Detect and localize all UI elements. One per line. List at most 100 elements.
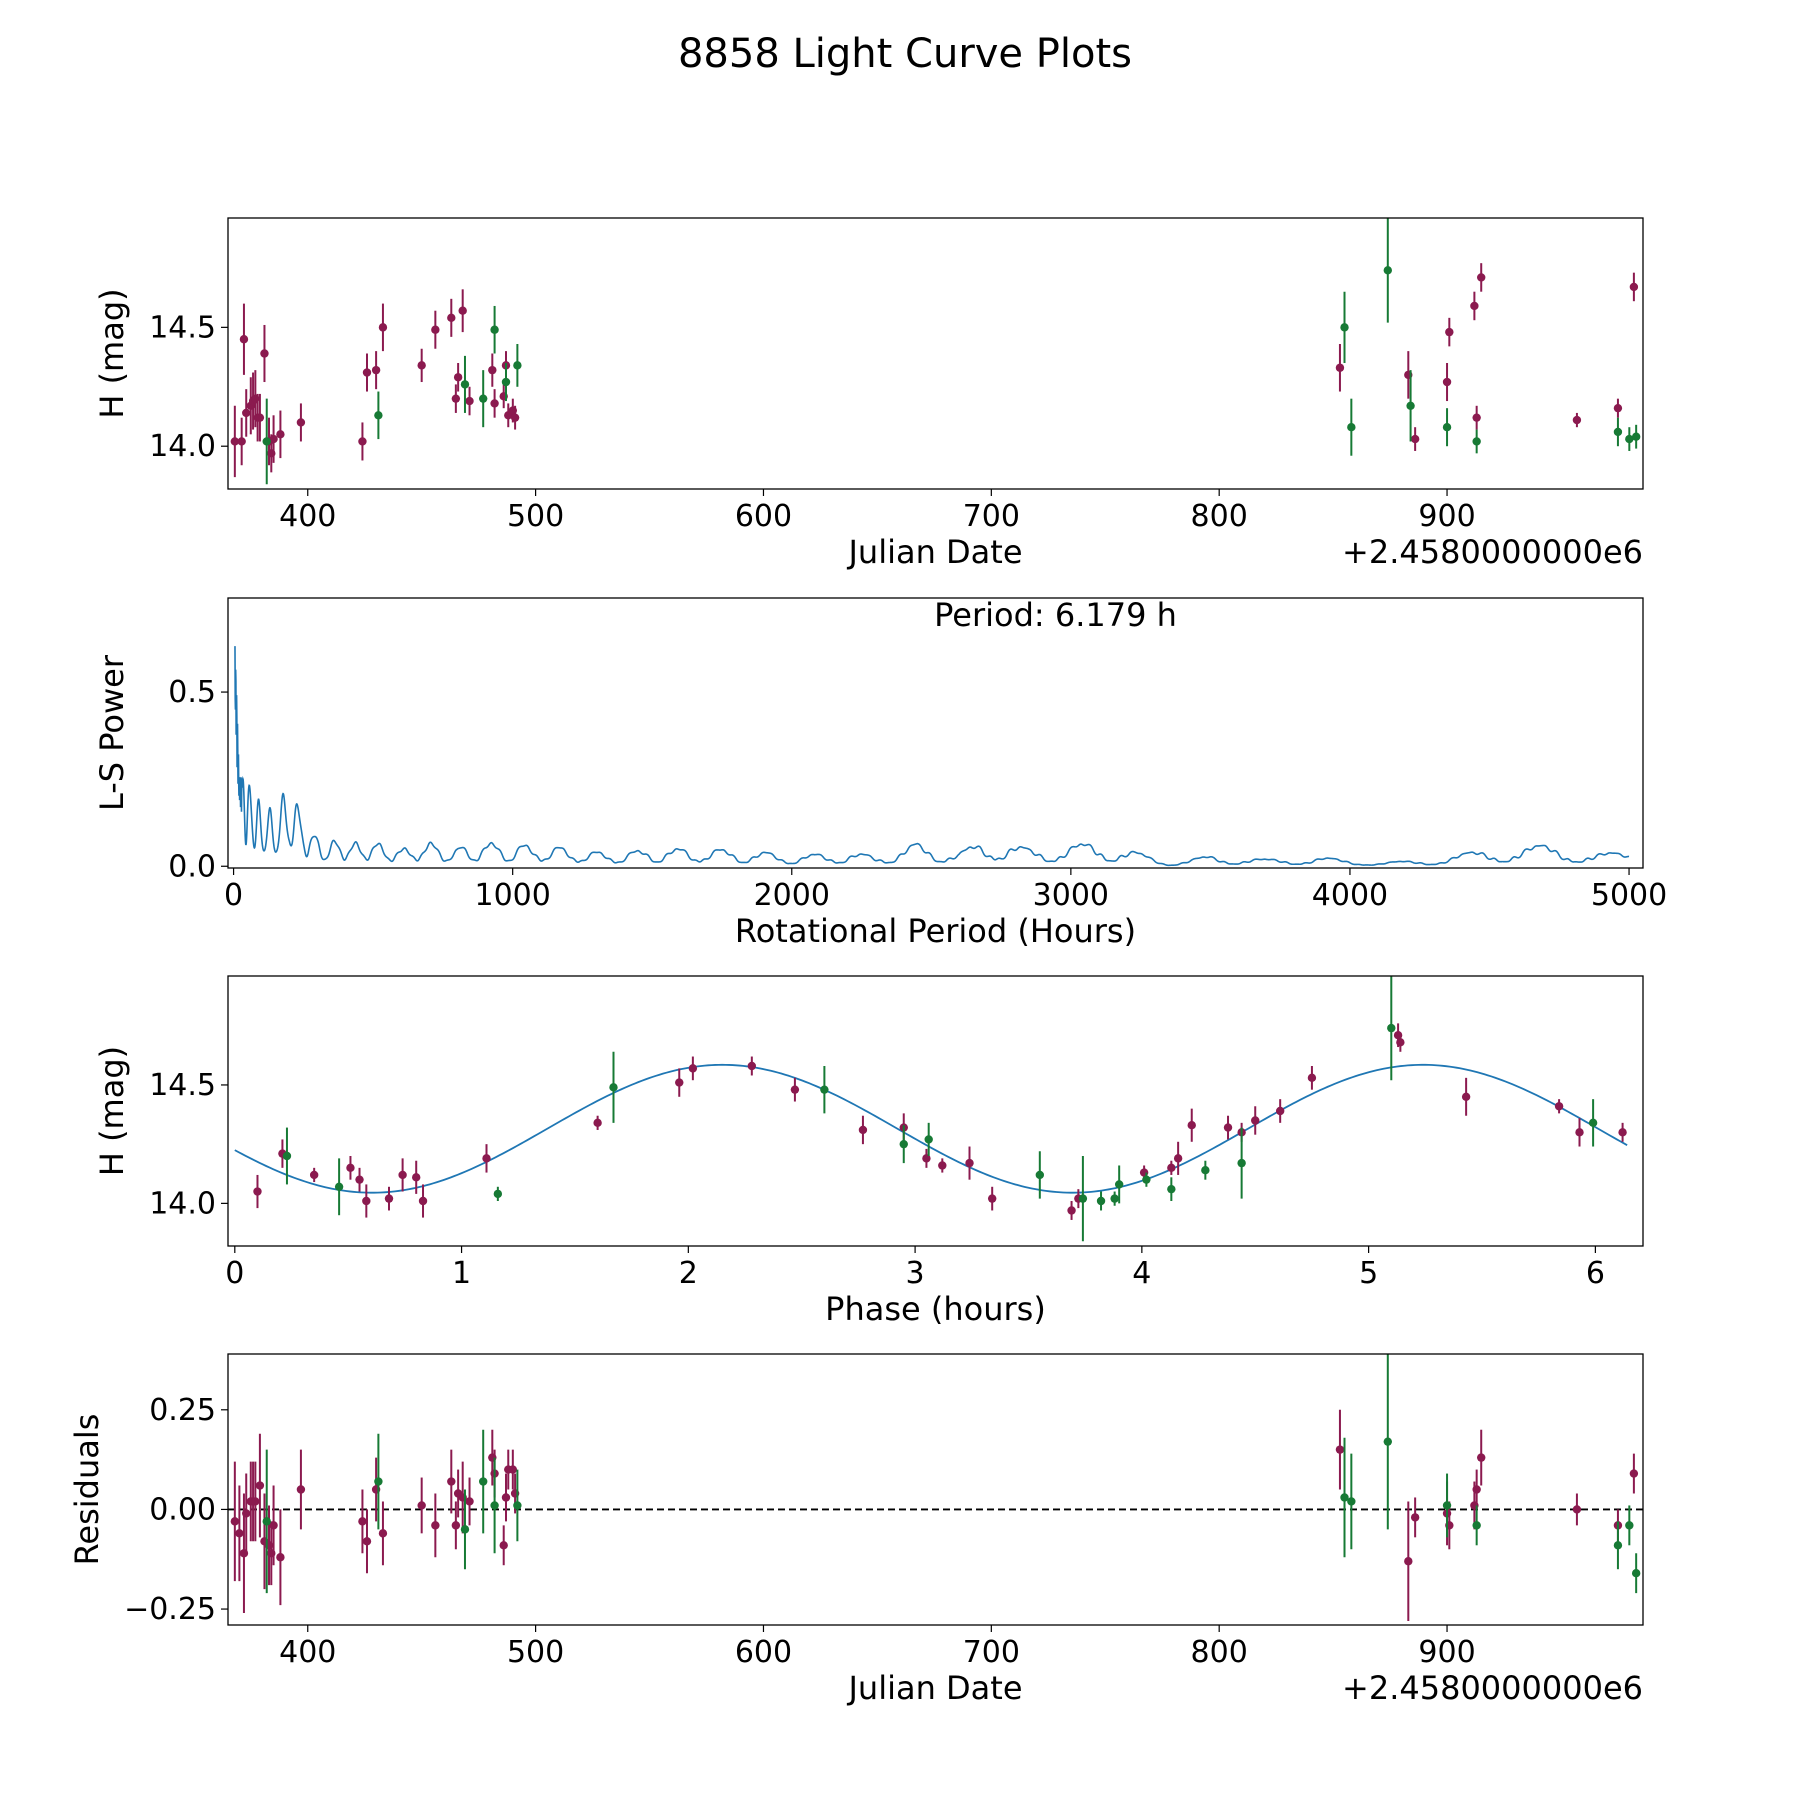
data-point (510, 413, 520, 422)
data-point (1251, 1116, 1260, 1125)
x-tick-label: 600 (735, 499, 792, 534)
x-tick-label: 700 (963, 1635, 1020, 1670)
data-point (1347, 422, 1356, 432)
y-tick-label: 0.0 (168, 849, 216, 884)
x-tick-label: 400 (279, 499, 336, 534)
data-point (1613, 1541, 1623, 1550)
data-point (1114, 1180, 1124, 1189)
data-point (675, 1078, 684, 1087)
data-point (1575, 1128, 1584, 1137)
x-tick-label: 2 (679, 1256, 698, 1291)
data-point (1396, 1038, 1405, 1047)
y-tick-label: 0.00 (149, 1492, 216, 1527)
x-tick-label: 600 (735, 1635, 792, 1670)
data-point (309, 1170, 319, 1180)
data-point (453, 373, 463, 382)
series-filter_a (230, 1409, 1651, 1622)
y-tick-label: 14.5 (149, 1068, 216, 1103)
data-point (1646, 1537, 1654, 1545)
data-point (269, 434, 278, 444)
data-point (1643, 1501, 1651, 1509)
x-tick-label: 700 (963, 499, 1020, 534)
data-point (1035, 1170, 1045, 1180)
data-point (1307, 1073, 1317, 1083)
data-point (820, 1085, 829, 1094)
series-filter_a (253, 1023, 1627, 1220)
data-point (447, 313, 456, 323)
y-tick-label: 14.5 (149, 310, 216, 345)
data-point (1445, 327, 1454, 337)
x-axis-label: Rotational Period (Hours) (735, 912, 1136, 950)
data-point (296, 418, 306, 427)
plot-area (234, 976, 1628, 1242)
x-tick-label: 4000 (1312, 878, 1388, 913)
y-axis-label: Residuals (68, 1414, 106, 1566)
data-point (965, 1158, 974, 1168)
data-point (262, 437, 271, 446)
panel-periodogram: 0 1000 2000 3000 4000 5000 0.0 0.5 Rotational Pe… (93, 596, 1667, 950)
data-point (239, 335, 249, 344)
x-axis-label: Julian Date (846, 533, 1022, 571)
data-point (790, 1085, 800, 1094)
data-point (355, 1175, 364, 1184)
data-point (1646, 409, 1654, 417)
data-point (276, 1553, 285, 1562)
data-point (1167, 1163, 1176, 1173)
data-point (1613, 427, 1623, 437)
data-point (255, 413, 265, 422)
data-point (362, 368, 372, 377)
data-point (488, 365, 497, 375)
data-point (255, 1481, 265, 1490)
data-point (490, 325, 499, 334)
x-tick-label: 3 (906, 1256, 925, 1291)
data-point (362, 1537, 372, 1546)
data-point (609, 1083, 618, 1092)
y-axis-label: L-S Power (93, 654, 131, 811)
data-point (230, 437, 240, 446)
data-point (513, 361, 522, 370)
data-point (1629, 282, 1639, 292)
axes-frame (227, 597, 1644, 869)
plot-area (234, 646, 1630, 867)
data-point (1625, 434, 1634, 444)
axes-frame (227, 217, 1644, 490)
data-point (1588, 1118, 1598, 1128)
data-point (1442, 422, 1452, 432)
x-axis-label: Julian Date (846, 1669, 1022, 1707)
data-point (1461, 1092, 1471, 1101)
data-point (262, 1517, 271, 1526)
y-tick-label: 14.0 (149, 429, 216, 464)
x-tick-label: 900 (1418, 1635, 1475, 1670)
data-point (501, 1493, 511, 1502)
data-point (384, 1194, 394, 1203)
data-point (1335, 363, 1345, 372)
data-point (1201, 1166, 1210, 1175)
data-point (1404, 1557, 1413, 1566)
data-point (412, 1173, 421, 1182)
data-point (242, 1509, 251, 1518)
data-point (1223, 1123, 1233, 1132)
data-point (1477, 1453, 1486, 1462)
x-tick-label: 1000 (474, 878, 550, 913)
data-point (460, 1525, 470, 1534)
axes-frame (227, 975, 1644, 1247)
x-tick-label: 800 (1191, 499, 1248, 534)
data-point (499, 1541, 508, 1550)
data-point (358, 1517, 367, 1526)
data-point (1625, 1521, 1634, 1530)
data-point (374, 1477, 383, 1486)
x-tick-label: 3000 (1033, 878, 1109, 913)
data-point (1631, 432, 1641, 441)
data-point (378, 323, 388, 332)
data-point (465, 1497, 474, 1506)
data-point (230, 1517, 240, 1526)
data-point (1275, 1106, 1285, 1116)
series-filter_a (230, 263, 1639, 478)
data-point (269, 1521, 278, 1530)
data-point (1383, 1437, 1392, 1446)
data-point (451, 394, 461, 403)
data-point (465, 396, 474, 406)
panel-residuals: 400 500 600 700 800 900 −0.25 0.00 0.25 Julian Da… (68, 1353, 1654, 1707)
x-tick-label: 5 (1359, 1256, 1378, 1291)
data-point (924, 1135, 933, 1144)
